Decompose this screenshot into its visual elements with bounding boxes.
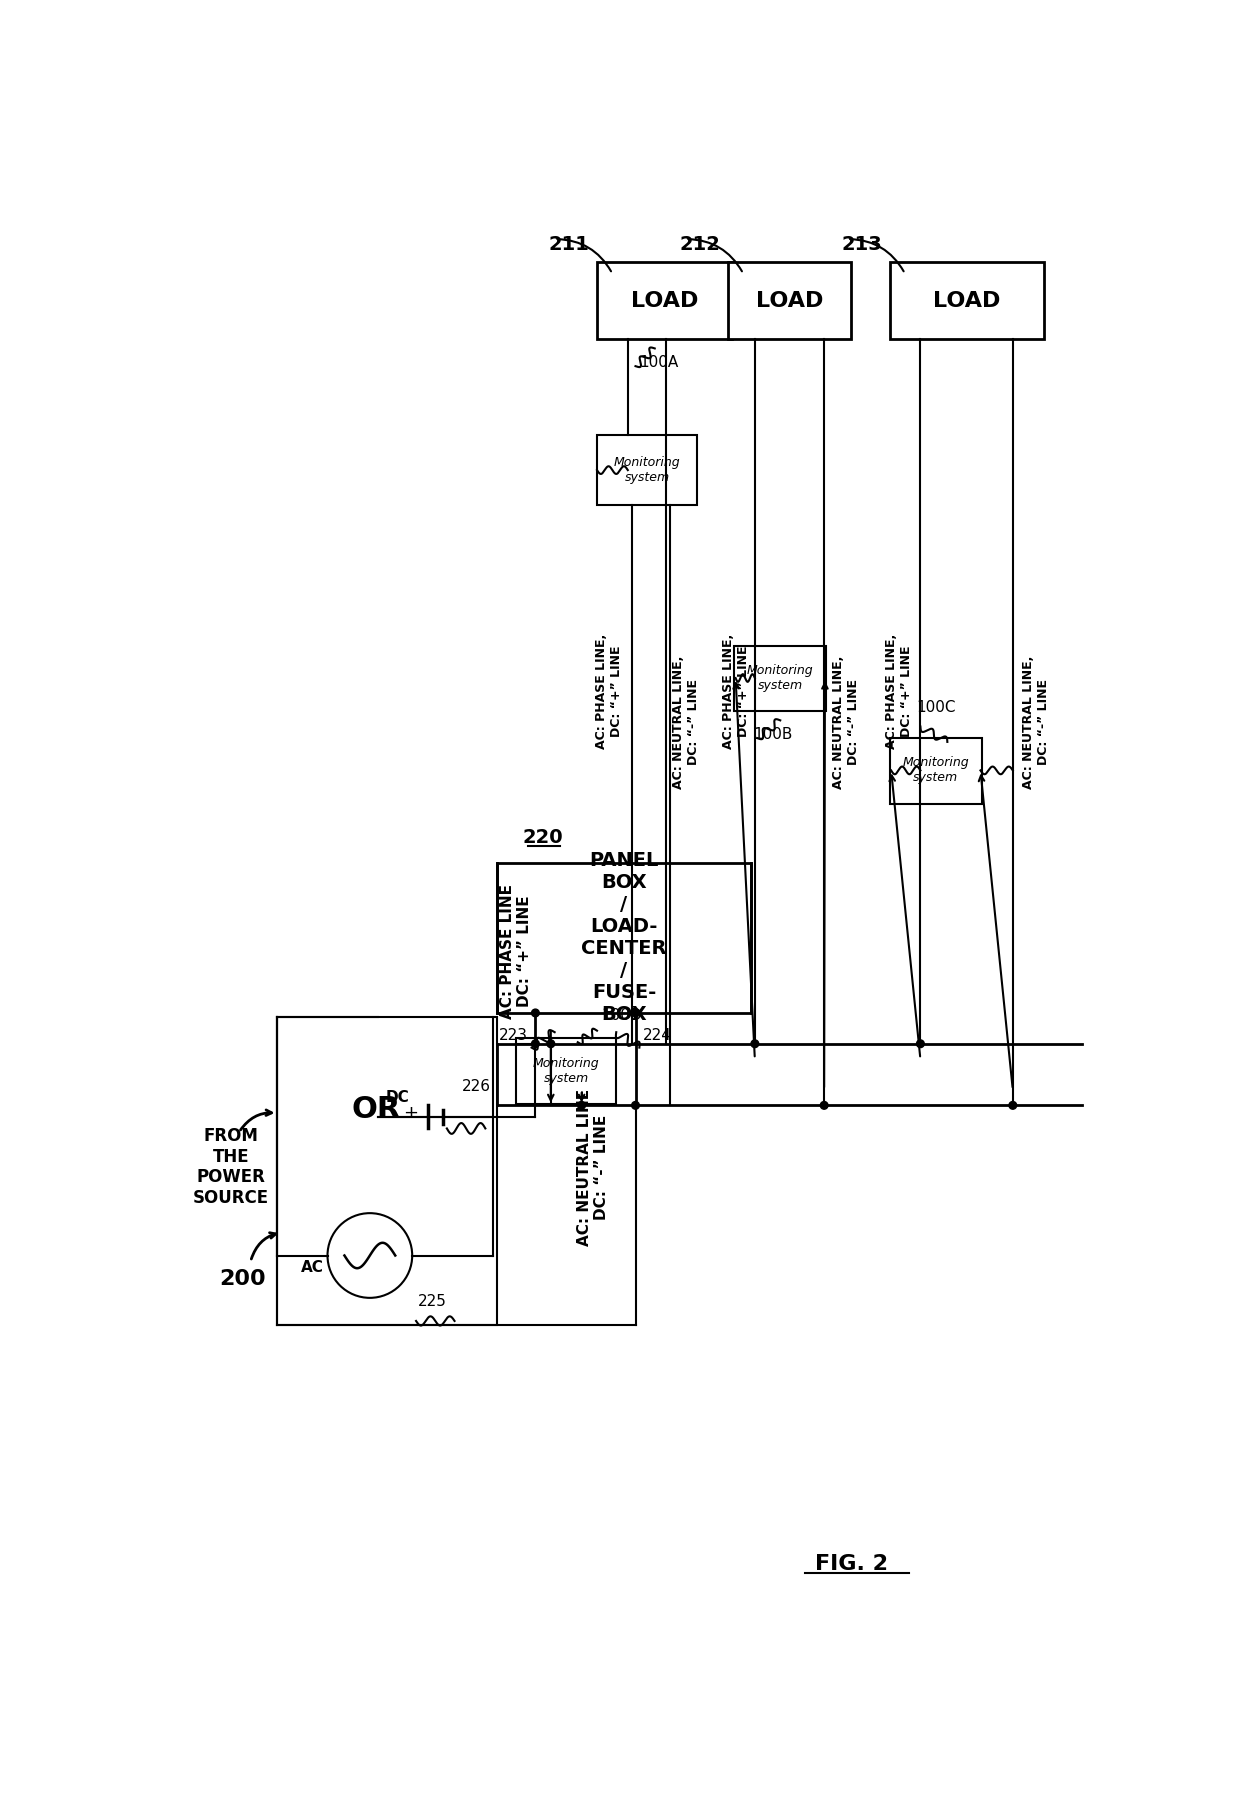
Text: AC: NEUTRAL LINE
DC: “-” LINE: AC: NEUTRAL LINE DC: “-” LINE bbox=[577, 1089, 609, 1246]
Text: Monitoring
system: Monitoring system bbox=[903, 756, 970, 785]
Circle shape bbox=[631, 1102, 640, 1109]
Text: 100D: 100D bbox=[601, 1008, 641, 1022]
Text: LOAD: LOAD bbox=[631, 290, 698, 311]
Text: 224: 224 bbox=[644, 1028, 672, 1044]
Bar bbox=[596, 436, 697, 504]
Text: 212: 212 bbox=[680, 236, 720, 254]
Text: PANEL
BOX
/
LOAD-
CENTER
/
FUSE-
BOX: PANEL BOX / LOAD- CENTER / FUSE- BOX bbox=[582, 851, 667, 1024]
Text: 100B: 100B bbox=[753, 727, 792, 742]
Text: OR: OR bbox=[351, 1094, 401, 1123]
Circle shape bbox=[751, 1040, 759, 1048]
Text: 211: 211 bbox=[548, 236, 589, 254]
Bar bbox=[278, 1017, 497, 1325]
Circle shape bbox=[532, 1040, 539, 1048]
Text: FIG. 2: FIG. 2 bbox=[815, 1553, 888, 1573]
Text: 213: 213 bbox=[841, 236, 882, 254]
Bar bbox=[516, 1039, 616, 1103]
Text: Monitoring
system: Monitoring system bbox=[533, 1057, 599, 1085]
Text: 223: 223 bbox=[498, 1028, 528, 1044]
Text: 100A: 100A bbox=[640, 355, 678, 369]
Circle shape bbox=[532, 1010, 539, 1017]
Circle shape bbox=[547, 1040, 554, 1048]
Text: LOAD: LOAD bbox=[932, 290, 1001, 311]
Text: AC: AC bbox=[301, 1260, 324, 1274]
Circle shape bbox=[821, 1102, 828, 1109]
Text: LOAD: LOAD bbox=[756, 290, 823, 311]
Circle shape bbox=[631, 1010, 640, 1017]
Text: AC: PHASE LINE,
DC: “+” LINE: AC: PHASE LINE, DC: “+” LINE bbox=[594, 634, 622, 749]
Text: 200: 200 bbox=[219, 1269, 267, 1289]
Circle shape bbox=[1009, 1102, 1017, 1109]
Bar bbox=[497, 862, 751, 1013]
Text: AC: PHASE LINE,
DC: “+” LINE: AC: PHASE LINE, DC: “+” LINE bbox=[722, 634, 750, 749]
Text: Monitoring
system: Monitoring system bbox=[746, 664, 813, 691]
Text: AC: PHASE LINE
DC: “+” LINE: AC: PHASE LINE DC: “+” LINE bbox=[500, 884, 532, 1019]
Text: +: + bbox=[403, 1103, 418, 1121]
Text: Monitoring
system: Monitoring system bbox=[614, 455, 681, 484]
Text: FROM
THE
POWER
SOURCE: FROM THE POWER SOURCE bbox=[193, 1127, 269, 1208]
Text: 226: 226 bbox=[463, 1078, 491, 1094]
Text: AC: PHASE LINE,
DC: “+” LINE: AC: PHASE LINE, DC: “+” LINE bbox=[885, 634, 913, 749]
Circle shape bbox=[578, 1102, 585, 1109]
Bar bbox=[728, 263, 851, 338]
Circle shape bbox=[916, 1040, 924, 1048]
Text: 100C: 100C bbox=[916, 700, 956, 715]
Text: AC: NEUTRAL LINE,
DC: “-” LINE: AC: NEUTRAL LINE, DC: “-” LINE bbox=[672, 655, 699, 788]
Text: 225: 225 bbox=[418, 1294, 448, 1309]
Bar bbox=[889, 738, 982, 803]
Text: 220: 220 bbox=[523, 828, 563, 848]
Text: DC: DC bbox=[386, 1091, 409, 1105]
Bar bbox=[889, 263, 1044, 338]
Bar bbox=[596, 263, 732, 338]
Text: AC: NEUTRAL LINE,
DC: “-” LINE: AC: NEUTRAL LINE, DC: “-” LINE bbox=[1022, 655, 1050, 788]
Bar bbox=[734, 646, 826, 711]
Text: AC: NEUTRAL LINE,
DC: “-” LINE: AC: NEUTRAL LINE, DC: “-” LINE bbox=[832, 655, 859, 788]
